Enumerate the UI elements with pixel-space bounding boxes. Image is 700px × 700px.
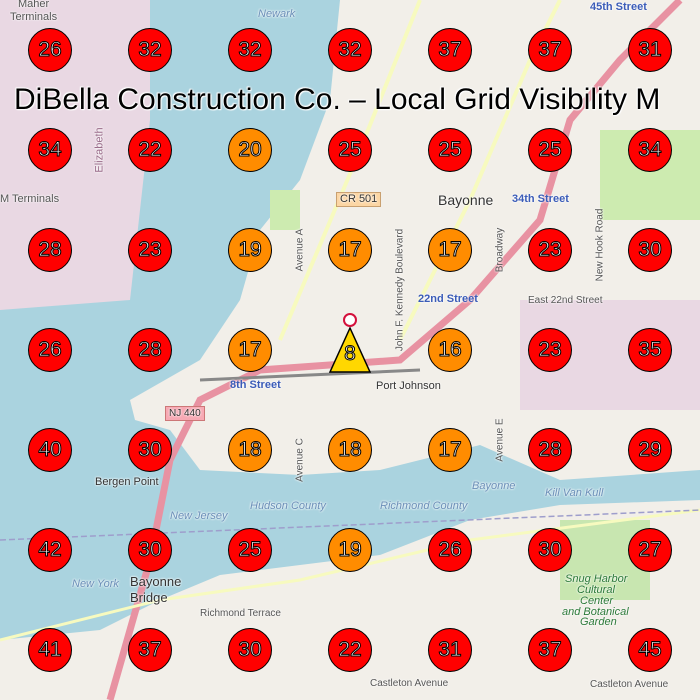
map-label: 34th Street [512,193,569,205]
map-label: New Jersey [170,510,228,522]
map-label: Avenue A [294,228,306,272]
grid-marker[interactable]: 23 [528,228,572,272]
grid-marker[interactable]: 19 [328,528,372,572]
map-label: M Terminals [0,193,60,205]
map-label: and Botanical [562,606,629,618]
grid-marker[interactable]: 29 [628,428,672,472]
map-label: New York [72,578,119,590]
grid-marker[interactable]: 30 [128,428,172,472]
route-shield-cr501: CR 501 [336,192,382,207]
route-shield-nj440: NJ 440 [165,406,205,421]
grid-marker[interactable]: 28 [528,428,572,472]
grid-marker[interactable]: 28 [128,328,172,372]
origin-value: 8 [344,342,356,365]
map-label: Richmond Terrace [200,608,281,619]
grid-marker[interactable]: 32 [128,28,172,72]
grid-marker[interactable]: 27 [628,528,672,572]
highway [106,0,683,700]
grid-marker[interactable]: 18 [328,428,372,472]
grid-marker[interactable]: 16 [428,328,472,372]
park-area [270,190,300,230]
map-label: Elizabeth [93,127,106,173]
map-label: Bridge [130,590,168,605]
grid-marker[interactable]: 23 [128,228,172,272]
map-label: Broadway [494,227,506,273]
grid-marker[interactable]: 25 [228,528,272,572]
map-label: Castleton Avenue [370,678,449,689]
map-label: Castleton Avenue [590,679,669,690]
grid-marker[interactable]: 42 [28,528,72,572]
grid-marker[interactable]: 37 [128,628,172,672]
grid-marker[interactable]: 30 [128,528,172,572]
grid-marker[interactable]: 17 [428,428,472,472]
grid-marker[interactable]: 31 [628,28,672,72]
grid-marker[interactable]: 31 [428,628,472,672]
map-label: Terminals [10,11,58,23]
grid-marker[interactable]: 20 [228,128,272,172]
map-label: New Hook Road [594,208,606,282]
map-label: Center [580,595,614,607]
grid-marker[interactable]: 37 [428,28,472,72]
grid-marker[interactable]: 37 [528,628,572,672]
grid-marker[interactable]: 37 [528,28,572,72]
map-label: Bayonne [438,192,494,208]
grid-marker[interactable]: 25 [328,128,372,172]
map-label: Port Johnson [376,380,441,392]
map-label: Cultural [577,584,615,596]
map-label: Bergen Point [95,476,159,488]
map-label: 45th Street [590,1,647,13]
grid-marker[interactable]: 45 [628,628,672,672]
grid-marker[interactable]: 22 [128,128,172,172]
grid-marker[interactable]: 32 [328,28,372,72]
grid-marker[interactable]: 41 [28,628,72,672]
grid-marker[interactable]: 23 [528,328,572,372]
grid-marker[interactable]: 26 [28,328,72,372]
map-label: Bayonne [130,574,182,589]
staten-island-land [0,500,700,700]
triangle-marker-icon[interactable]: 8 [329,326,371,374]
grid-marker[interactable]: 25 [428,128,472,172]
map-label: Kill Van Kull [545,487,604,499]
grid-marker[interactable]: 26 [28,28,72,72]
map-label: Garden [580,616,617,628]
grid-marker[interactable]: 25 [528,128,572,172]
grid-marker[interactable]: 35 [628,328,672,372]
location-pin-icon [343,313,357,327]
grid-marker[interactable]: 34 [628,128,672,172]
map-label: East 22nd Street [528,295,603,306]
map-label: John F. Kennedy Boulevard [394,228,406,352]
grid-marker[interactable]: 17 [228,328,272,372]
map-label: Avenue C [294,438,306,482]
grid-marker[interactable]: 17 [328,228,372,272]
map-label: 8th Street [230,379,281,391]
map-label: Snug Harbor [565,573,628,585]
grid-marker[interactable]: 32 [228,28,272,72]
map-label: Newark [258,8,296,20]
map-label: Richmond County [380,500,468,512]
grid-marker[interactable]: 30 [228,628,272,672]
grid-marker[interactable]: 40 [28,428,72,472]
grid-marker[interactable]: 22 [328,628,372,672]
map-title: DiBella Construction Co. – Local Grid Vi… [14,83,661,116]
grid-marker[interactable]: 28 [28,228,72,272]
grid-marker[interactable]: 17 [428,228,472,272]
map-label: Hudson County [250,500,326,512]
grid-marker[interactable]: 30 [528,528,572,572]
grid-marker[interactable]: 26 [428,528,472,572]
map-label: 22nd Street [418,293,478,305]
grid-marker[interactable]: 30 [628,228,672,272]
map-label: Bayonne [472,480,516,492]
map-label: Maher [18,0,50,10]
grid-marker[interactable]: 18 [228,428,272,472]
grid-marker[interactable]: 19 [228,228,272,272]
grid-marker[interactable]: 34 [28,128,72,172]
map-label: Avenue E [494,418,506,462]
railway [199,368,421,382]
